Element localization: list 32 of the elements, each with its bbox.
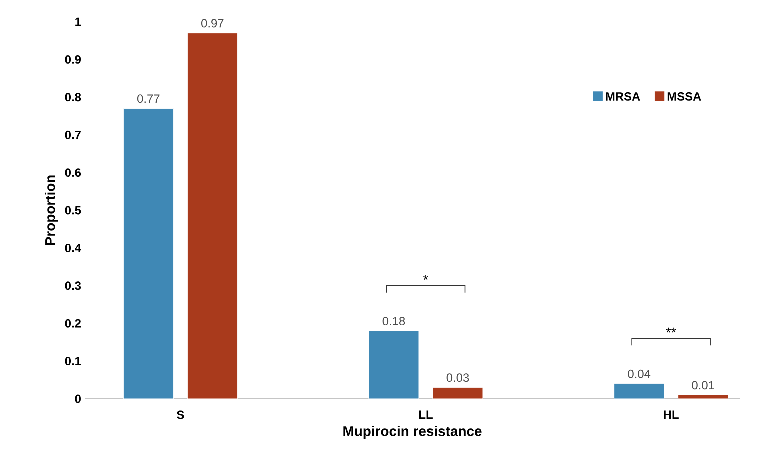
legend-label: MSSA bbox=[668, 92, 702, 101]
bar bbox=[123, 108, 174, 400]
bar bbox=[187, 33, 238, 400]
y-tick-label: 0.9 bbox=[65, 55, 82, 64]
data-label: 0.03 bbox=[446, 374, 470, 382]
data-label: 0.77 bbox=[138, 94, 160, 104]
y-tick-label: 0.4 bbox=[65, 244, 82, 252]
y-tick-label: 0.3 bbox=[65, 282, 82, 290]
data-label: 0.18 bbox=[382, 317, 406, 326]
bar bbox=[432, 387, 484, 400]
y-tick-label: 0.5 bbox=[65, 206, 82, 215]
y-axis-title: Proportion bbox=[45, 176, 58, 246]
data-label: 0.04 bbox=[628, 370, 651, 378]
data-label: 0.97 bbox=[202, 19, 224, 28]
bar bbox=[368, 330, 420, 400]
x-tick-label: LL bbox=[419, 410, 433, 419]
data-label: 0.01 bbox=[692, 381, 714, 390]
y-tick-label: 0.6 bbox=[65, 168, 82, 178]
y-tick-label: 0.2 bbox=[65, 319, 82, 328]
y-tick-label: 1 bbox=[76, 18, 82, 26]
bar bbox=[678, 394, 729, 400]
y-tick-label: 0.8 bbox=[65, 93, 82, 102]
x-tick-label: HL bbox=[664, 410, 679, 419]
legend-label: MRSA bbox=[606, 92, 640, 101]
y-tick-label: 0 bbox=[75, 394, 81, 404]
annotation: ** bbox=[666, 328, 677, 333]
y-tick-label: 0.7 bbox=[65, 130, 81, 140]
y-tick-label: 0.1 bbox=[65, 357, 82, 366]
bar bbox=[614, 384, 665, 400]
x-tick-label: S bbox=[177, 410, 184, 420]
annotation: * bbox=[424, 275, 429, 280]
x-axis-title: Mupirocin resistance bbox=[344, 426, 482, 440]
